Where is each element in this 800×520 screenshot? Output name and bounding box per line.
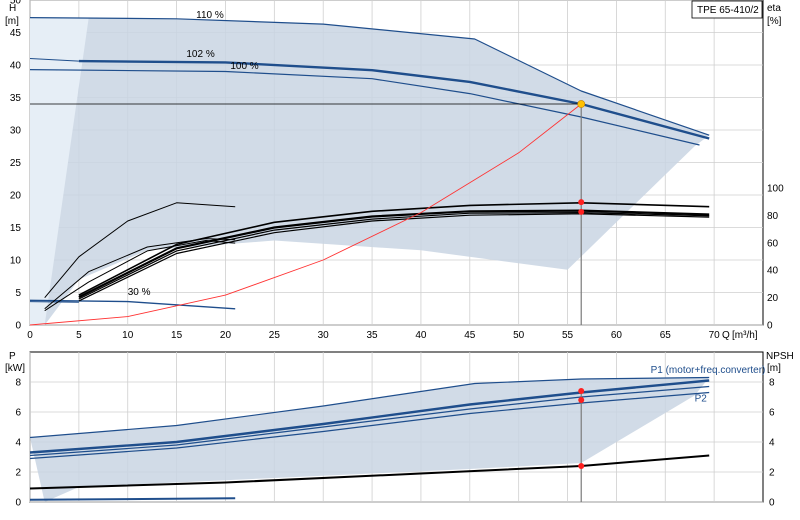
q-tick-50: 50 (513, 330, 525, 341)
qh-series-h30-lead (29, 301, 79, 303)
eta-tick-60: 60 (767, 238, 779, 249)
duty-point-marker (577, 100, 586, 108)
h-axis-unit: [m] (5, 16, 19, 27)
npsh-axis-unit: [m] (767, 363, 781, 374)
h-tick-30: 30 (10, 126, 22, 137)
qp-series-p1-102 (29, 385, 710, 457)
h-axis-label: H (9, 3, 16, 14)
qp-series-npsh (29, 454, 710, 490)
qh-red-marker-1 (578, 208, 585, 215)
qp-legend-1: P2 (695, 394, 708, 405)
p-tick-0: 0 (15, 498, 21, 509)
qp-tick-labels: 0 2 4 6 8 0 2 4 6 8 (15, 378, 775, 509)
h-tick-25: 25 (10, 158, 22, 169)
p-axis-label: P (9, 351, 16, 362)
h-tick-5: 5 (15, 288, 21, 299)
q-tick-45: 45 (464, 330, 476, 341)
title-box: TPE 65-410/2 (691, 0, 763, 19)
qh-series-eta-30c (44, 238, 236, 310)
qp-series-p1-main (29, 379, 710, 454)
npsh-tick-8: 8 (769, 378, 775, 389)
q-axis-unit: [m³/h] (732, 330, 758, 341)
qh-series-h30 (29, 299, 236, 310)
qh-series-eta-30a (44, 202, 236, 299)
qh-tick-labels: 0 5 10 15 20 25 30 35 40 45 50 55 60 65 70 0 5 10 15 20 25 30… (10, 0, 784, 341)
eta-axis-unit: [%] (767, 16, 782, 27)
p-tick-6: 6 (15, 408, 21, 419)
npsh-tick-6: 6 (769, 408, 775, 419)
qh-series-system (29, 103, 582, 326)
qp-legend: P1 (motor+freq.converter) P2 (651, 365, 766, 405)
qp-series-p30 (29, 497, 236, 501)
qh-band-area (30, 17, 710, 325)
qp-band-area (30, 377, 710, 502)
qh-plot: 0 5 10 15 20 25 30 35 40 45 50 55 60 65 70 0 5 10 15 20 25 30… (5, 0, 784, 341)
p-tick-8: 8 (15, 378, 21, 389)
npsh-tick-4: 4 (769, 438, 775, 449)
qh-curve-labels: 110 % 102 % 100 % 30 % (128, 10, 259, 298)
q-tick-10: 10 (122, 330, 134, 341)
q-tick-25: 25 (269, 330, 281, 341)
qp-series-p110 (29, 376, 710, 439)
qp-red-marker-1 (578, 397, 585, 403)
q-tick-60: 60 (611, 330, 623, 341)
qh-series-h100 (29, 69, 700, 146)
qh-band-light (30, 17, 89, 326)
q-tick-0: 0 (27, 330, 33, 341)
p-tick-4: 4 (15, 438, 21, 449)
qh-markers (577, 100, 586, 215)
qp-legend-0: P1 (motor+freq.converter) (651, 365, 766, 376)
eta-tick-20: 20 (767, 293, 779, 304)
h-tick-20: 20 (10, 191, 22, 202)
qp-curves (29, 376, 710, 502)
npsh-tick-0: 0 (769, 498, 775, 509)
npsh-axis-label: NPSH (766, 351, 794, 362)
h-tick-50: 50 (10, 0, 22, 7)
q-axis-label: Q (722, 330, 730, 341)
q-tick-15: 15 (171, 330, 183, 341)
qh-series-eta-30b (44, 240, 236, 312)
h-tick-45: 45 (10, 28, 22, 39)
curve-label-0: 110 % (196, 10, 224, 21)
npsh-tick-2: 2 (769, 468, 775, 479)
qh-series-h102 (78, 59, 710, 140)
qp-red-marker-2 (578, 463, 585, 469)
chart-title: TPE 65-410/2 (697, 5, 759, 16)
q-tick-5: 5 (76, 330, 82, 341)
eta-tick-100: 100 (767, 184, 784, 195)
h-tick-40: 40 (10, 61, 22, 72)
eta-tick-40: 40 (767, 266, 779, 277)
h-tick-0: 0 (15, 321, 21, 332)
q-tick-30: 30 (318, 330, 330, 341)
q-tick-70: 70 (709, 330, 721, 341)
h-tick-35: 35 (10, 93, 22, 104)
qp-operating-band (30, 377, 710, 502)
curve-label-3: 30 % (128, 287, 151, 298)
q-tick-35: 35 (367, 330, 379, 341)
qh-series-h110 (29, 17, 710, 136)
q-tick-55: 55 (562, 330, 574, 341)
q-tick-65: 65 (660, 330, 672, 341)
curve-label-2: 100 % (230, 61, 258, 72)
qp-red-marker-0 (578, 388, 585, 394)
curve-label-1: 102 % (186, 49, 214, 60)
qh-red-marker-0 (578, 199, 585, 206)
p-tick-2: 2 (15, 468, 21, 479)
eta-tick-0: 0 (767, 321, 773, 332)
h-tick-15: 15 (10, 223, 22, 234)
qp-series-p2 (29, 391, 710, 460)
eta-tick-80: 80 (767, 211, 779, 222)
qp-markers (578, 388, 585, 469)
qh-series-h102-thin (29, 58, 79, 62)
p-axis-unit: [kW] (5, 363, 25, 374)
q-tick-20: 20 (220, 330, 232, 341)
eta-axis-label: eta (767, 3, 781, 14)
qh-operating-band (30, 17, 710, 326)
q-tick-40: 40 (415, 330, 427, 341)
qp-plot: 0 2 4 6 8 0 2 4 6 8 P1 (motor+freq.converter) P2 P… (5, 351, 794, 509)
h-tick-10: 10 (10, 256, 22, 267)
